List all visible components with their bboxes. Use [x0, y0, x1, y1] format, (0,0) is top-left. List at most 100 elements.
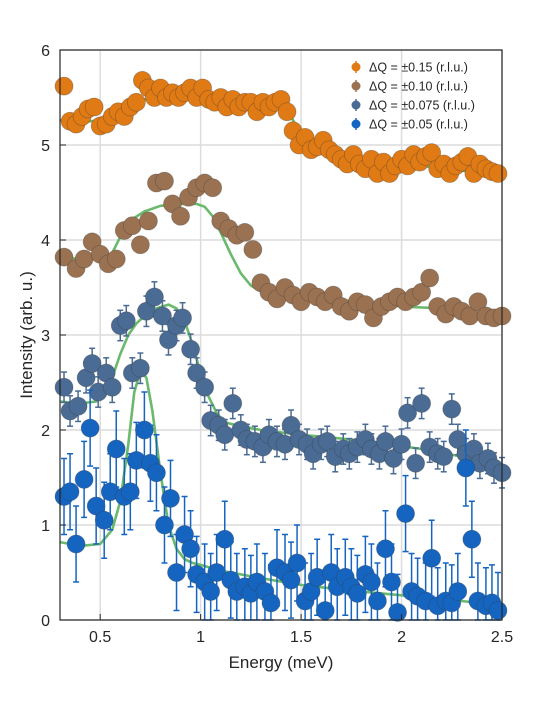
data-point	[106, 249, 126, 269]
data-point	[376, 431, 395, 451]
series-3	[54, 281, 512, 489]
y-tick-label: 5	[41, 138, 50, 155]
data-point	[203, 178, 223, 198]
data-point	[159, 330, 178, 350]
data-point	[84, 97, 104, 117]
data-point	[215, 529, 235, 549]
legend-entry: ΔQ = ±0.15 (r.l.u.)	[369, 61, 468, 75]
series-2	[54, 171, 512, 328]
data-point	[181, 339, 200, 359]
data-point	[74, 469, 94, 489]
data-point	[138, 211, 158, 231]
data-point	[281, 415, 301, 435]
data-point	[347, 584, 367, 603]
series-1	[54, 71, 508, 183]
data-point	[66, 534, 86, 554]
y-tick-label: 4	[41, 233, 50, 250]
y-tick-label: 2	[41, 423, 50, 440]
data-point	[145, 287, 164, 307]
data-point	[201, 582, 221, 601]
data-point	[207, 563, 227, 582]
data-points	[54, 71, 512, 622]
data-point	[281, 570, 301, 590]
data-point	[130, 358, 150, 378]
legend-marker	[351, 62, 361, 72]
y-tick-label: 0	[41, 613, 50, 630]
data-point	[54, 377, 74, 397]
x-tick-label: 1.5	[290, 629, 312, 646]
data-point	[396, 504, 415, 523]
legend: ΔQ = ±0.15 (r.l.u.) ΔQ = ±0.10 (r.l.u.) ΔQ…	[351, 61, 475, 132]
data-point	[412, 393, 432, 413]
data-point	[412, 282, 432, 302]
data-point	[488, 601, 508, 620]
data-point	[235, 222, 255, 242]
x-tick-label: 2	[397, 629, 406, 646]
data-point	[223, 393, 243, 413]
data-point	[448, 430, 468, 449]
data-point	[243, 240, 263, 259]
data-point	[161, 488, 180, 508]
x-tick-label: 1	[196, 629, 205, 646]
data-point	[116, 311, 136, 331]
data-point	[80, 418, 100, 438]
y-tick-label: 1	[41, 518, 50, 535]
series-4	[54, 389, 508, 622]
data-point	[74, 249, 94, 269]
data-point	[384, 449, 403, 468]
y-tick-label: 3	[41, 328, 50, 345]
data-point	[195, 377, 215, 397]
data-point	[82, 354, 102, 373]
data-point	[147, 463, 166, 483]
data-point	[155, 515, 174, 535]
x-tick-label: 2.5	[491, 629, 513, 646]
data-point	[468, 292, 488, 312]
legend-marker	[351, 100, 361, 110]
data-point	[86, 496, 106, 516]
data-point	[122, 216, 142, 236]
data-point	[277, 102, 297, 122]
data-point	[382, 572, 401, 592]
data-point	[155, 171, 174, 191]
data-point	[120, 482, 140, 502]
legend-entry: ΔQ = ±0.075 (r.l.u.)	[369, 99, 475, 113]
data-point	[422, 143, 442, 163]
data-point	[261, 593, 281, 613]
data-point	[422, 548, 442, 568]
data-point	[434, 447, 454, 467]
data-point	[173, 308, 192, 328]
x-tick-label: 0.5	[89, 629, 111, 646]
data-point	[388, 603, 407, 622]
data-point	[102, 377, 122, 397]
data-point	[406, 453, 426, 473]
y-tick-label: 6	[41, 43, 50, 60]
data-point	[126, 92, 146, 112]
data-point	[130, 235, 150, 255]
data-point	[54, 76, 74, 96]
data-point	[368, 591, 387, 611]
data-point	[462, 529, 482, 549]
data-point	[68, 396, 88, 416]
data-point	[362, 572, 381, 592]
data-point	[456, 458, 476, 478]
data-point	[398, 403, 417, 423]
data-point	[60, 482, 80, 502]
legend-marker	[351, 81, 361, 91]
data-point	[171, 206, 190, 226]
data-point	[448, 582, 468, 601]
data-point	[488, 164, 508, 183]
data-point	[442, 399, 462, 419]
data-point	[187, 363, 207, 383]
legend-entry: ΔQ = ±0.10 (r.l.u.)	[369, 80, 468, 94]
legend-marker	[351, 119, 361, 129]
data-point	[106, 439, 126, 459]
data-point	[215, 425, 235, 445]
data-point	[392, 434, 411, 454]
axis-ticks: 0.5 1 1.5 2 2.5 0 1 2 3 4 5 6	[41, 43, 513, 646]
data-point	[94, 510, 114, 530]
data-point	[153, 306, 172, 326]
legend-entry: ΔQ = ±0.05 (r.l.u.)	[369, 118, 468, 132]
data-point	[420, 268, 440, 288]
data-point	[181, 539, 200, 559]
